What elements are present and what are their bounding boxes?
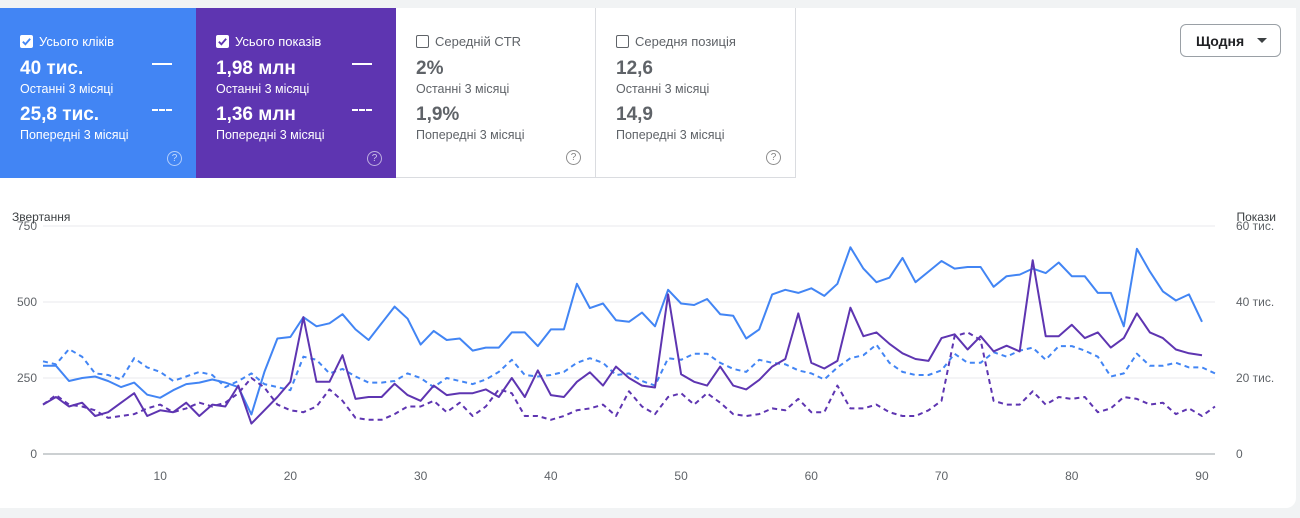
metric-previous-value: 14,9 bbox=[616, 104, 653, 125]
x-tick-label: 50 bbox=[674, 469, 688, 483]
metric-current-period: Останні 3 місяці bbox=[216, 82, 310, 96]
metric-average-ctr[interactable]: Середній CTR 2% Останні 3 місяці 1,9% По… bbox=[396, 8, 596, 178]
metric-label: Усього показів bbox=[235, 33, 322, 49]
metric-previous-period: Попередні 3 місяці bbox=[216, 128, 325, 142]
metric-previous-period: Попередні 3 місяці bbox=[20, 128, 129, 142]
check-icon bbox=[218, 37, 227, 46]
checkbox-impressions[interactable] bbox=[216, 34, 229, 48]
y-right-tick-label: 60 тис. bbox=[1236, 219, 1274, 233]
checkbox-ctr[interactable] bbox=[416, 34, 429, 48]
metric-previous-period: Попередні 3 місяці bbox=[616, 128, 725, 142]
help-icon[interactable]: ? bbox=[367, 151, 382, 166]
x-tick-label: 10 bbox=[154, 469, 168, 483]
help-icon[interactable]: ? bbox=[566, 150, 581, 165]
metric-previous-value: 1,36 млн bbox=[216, 104, 296, 125]
y-left-tick-label: 0 bbox=[30, 447, 37, 461]
y-right-tick-label: 0 bbox=[1236, 447, 1243, 461]
x-tick-label: 90 bbox=[1195, 469, 1209, 483]
left-axis-title: Звертання bbox=[12, 210, 71, 224]
metric-current-value: 1,98 млн bbox=[216, 58, 296, 79]
checkbox-position[interactable] bbox=[616, 34, 629, 48]
metric-average-position[interactable]: Середня позиція 12,6 Останні 3 місяці 14… bbox=[596, 8, 796, 178]
y-right-tick-label: 20 тис. bbox=[1236, 371, 1274, 385]
performance-chart: 0 250 500 750 0 20 тис. 40 тис. 60 тис. 10 20 30 40… bbox=[17, 219, 1274, 483]
metric-total-clicks[interactable]: Усього кліків 40 тис. Останні 3 місяці 2… bbox=[0, 8, 196, 178]
metric-label: Середня позиція bbox=[635, 33, 736, 49]
y-right-tick-label: 40 тис. bbox=[1236, 295, 1274, 309]
metric-current-value: 2% bbox=[416, 58, 444, 79]
x-tick-label: 20 bbox=[284, 469, 298, 483]
y-left-tick-label: 500 bbox=[17, 295, 37, 309]
legend-dashed-line bbox=[352, 109, 372, 111]
metric-current-value: 40 тис. bbox=[20, 58, 84, 79]
help-icon[interactable]: ? bbox=[167, 151, 182, 166]
metric-current-period: Останні 3 місяці bbox=[616, 82, 710, 96]
legend-dashed-line bbox=[152, 109, 172, 111]
clicks-previous-series-line bbox=[42, 343, 1216, 392]
legend-solid-line bbox=[352, 63, 372, 65]
metric-label: Середній CTR bbox=[435, 33, 522, 49]
impressions-previous-series-line bbox=[42, 331, 1216, 421]
help-icon[interactable]: ? bbox=[766, 150, 781, 165]
check-icon bbox=[22, 37, 31, 46]
x-tick-label: 70 bbox=[935, 469, 949, 483]
metric-current-period: Останні 3 місяці bbox=[416, 82, 510, 96]
metric-previous-period: Попередні 3 місяці bbox=[416, 128, 525, 142]
x-tick-label: 40 bbox=[544, 469, 558, 483]
x-tick-label: 80 bbox=[1065, 469, 1079, 483]
performance-card: Усього кліків 40 тис. Останні 3 місяці 2… bbox=[0, 8, 1296, 508]
y-left-tick-label: 750 bbox=[17, 219, 37, 233]
granularity-selected: Щодня bbox=[1196, 32, 1245, 49]
x-tick-label: 30 bbox=[414, 469, 428, 483]
metric-previous-value: 25,8 тис. bbox=[20, 104, 100, 125]
caret-down-icon bbox=[1257, 38, 1267, 43]
checkbox-clicks[interactable] bbox=[20, 34, 33, 48]
metric-total-impressions[interactable]: Усього показів 1,98 млн Останні 3 місяці… bbox=[196, 8, 396, 178]
impressions-current-series-line bbox=[42, 259, 1203, 425]
metric-label: Усього кліків bbox=[39, 33, 114, 49]
metric-previous-value: 1,9% bbox=[416, 104, 460, 125]
metric-current-period: Останні 3 місяці bbox=[20, 82, 114, 96]
x-tick-label: 60 bbox=[805, 469, 819, 483]
metric-current-value: 12,6 bbox=[616, 58, 653, 79]
right-axis-title: Покази bbox=[1236, 210, 1276, 224]
granularity-dropdown[interactable]: Щодня bbox=[1180, 24, 1281, 57]
clicks-current-series-line bbox=[43, 246, 1203, 416]
y-left-tick-label: 250 bbox=[17, 371, 37, 385]
legend-solid-line bbox=[152, 63, 172, 65]
